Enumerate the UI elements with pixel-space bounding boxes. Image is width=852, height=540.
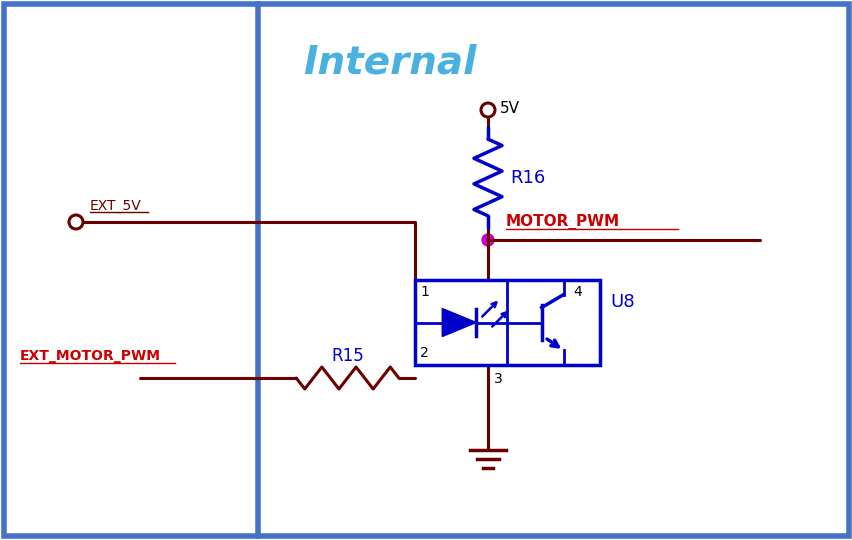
Bar [415,280,599,365]
Text: R16: R16 [509,168,544,186]
Text: 4: 4 [573,285,581,299]
Circle shape [481,234,493,246]
Text: U8: U8 [609,293,634,311]
Text: 3: 3 [493,372,502,386]
Text: EXT_5V: EXT_5V [90,199,141,213]
Text: MOTOR_PWM: MOTOR_PWM [505,214,619,230]
Text: 2: 2 [419,346,429,360]
Text: 1: 1 [419,285,429,299]
Text: R15: R15 [331,347,364,365]
Text: EXT_MOTOR_PWM: EXT_MOTOR_PWM [20,349,161,363]
Polygon shape [441,308,475,336]
Text: 5V: 5V [499,100,520,116]
Text: Internal: Internal [303,43,476,81]
